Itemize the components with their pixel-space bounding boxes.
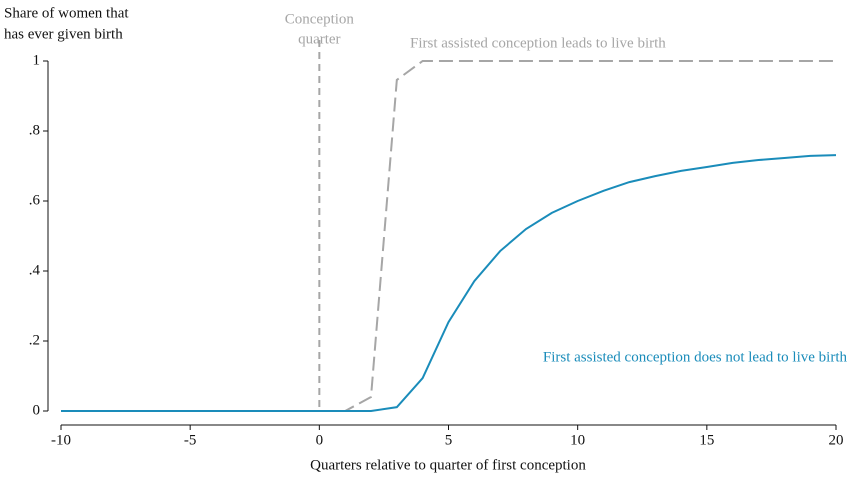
y-axis-title: has ever given birth (4, 26, 123, 42)
reference-label: quarter (298, 31, 340, 47)
series-label: First assisted conception does not lead … (543, 349, 848, 365)
x-tick-label: -5 (184, 432, 197, 448)
y-tick-label: 1 (33, 52, 41, 68)
x-tick-label: 15 (699, 432, 714, 448)
x-axis-title: Quarters relative to quarter of first co… (310, 457, 586, 473)
reference-label: Conception (285, 11, 355, 27)
x-tick-label: 0 (316, 432, 324, 448)
y-tick-label: 0 (33, 402, 41, 418)
series-label: First assisted conception leads to live … (410, 35, 666, 51)
x-tick-label: 10 (570, 432, 585, 448)
x-tick-label: -10 (51, 432, 71, 448)
x-tick-label: 5 (445, 432, 453, 448)
y-tick-label: .4 (29, 262, 41, 278)
y-tick-label: .2 (29, 332, 40, 348)
y-axis-title: Share of women that (4, 5, 129, 21)
y-tick-label: .6 (29, 192, 41, 208)
series-line (61, 154, 837, 412)
x-tick-label: 20 (829, 432, 844, 448)
y-tick-label: .8 (29, 122, 40, 138)
